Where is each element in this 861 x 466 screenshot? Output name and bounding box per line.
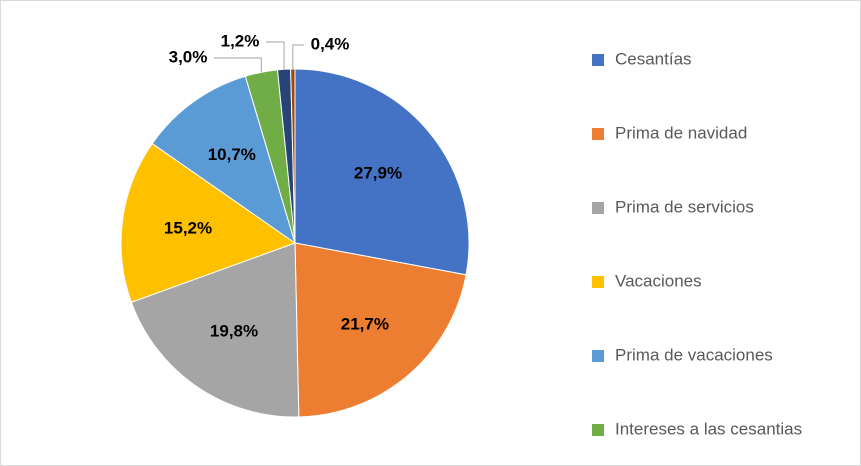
legend-swatch — [592, 202, 604, 214]
pie-slice — [290, 68, 296, 244]
legend-swatch — [592, 54, 604, 66]
pie-slice — [151, 75, 296, 245]
legend-label: Vacaciones — [615, 271, 702, 290]
data-label: 3,0% — [169, 47, 208, 66]
legend-label: Prima de servicios — [615, 197, 754, 216]
data-label: 27,9% — [354, 164, 402, 183]
leader-line — [292, 44, 304, 70]
pie-slice — [294, 242, 467, 418]
data-label: 15,2% — [164, 218, 212, 237]
legend-label: Cesantías — [615, 49, 692, 68]
legend-swatch — [592, 128, 604, 140]
data-label: 19,8% — [210, 321, 258, 340]
legend-label: Prima de vacaciones — [615, 345, 773, 364]
data-label: 21,7% — [341, 315, 389, 334]
legend-label: Prima de navidad — [615, 123, 747, 142]
pie-slice — [294, 68, 470, 276]
legend-swatch — [592, 350, 604, 362]
legend-swatch — [592, 424, 604, 436]
leader-line — [266, 41, 285, 70]
leader-line — [214, 57, 262, 73]
data-label: 1,2% — [221, 31, 260, 50]
pie-slice — [130, 242, 300, 418]
data-label: 0,4% — [311, 34, 350, 53]
data-label: 10,7% — [208, 145, 256, 164]
legend-swatch — [592, 276, 604, 288]
legend-label: Intereses a las cesantias — [615, 419, 802, 438]
pie-slice — [120, 142, 297, 303]
